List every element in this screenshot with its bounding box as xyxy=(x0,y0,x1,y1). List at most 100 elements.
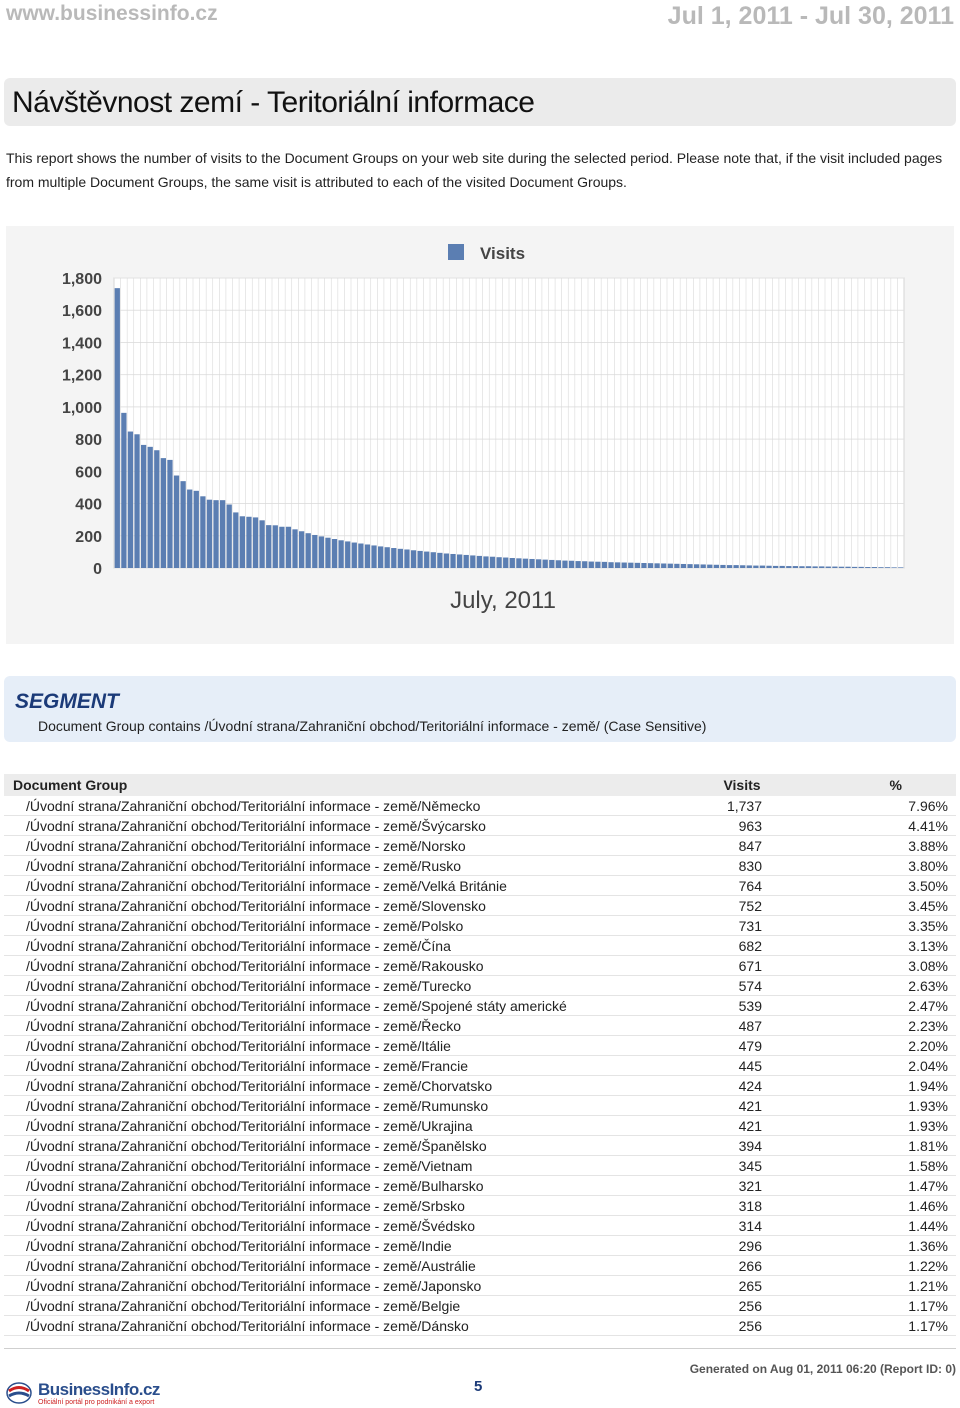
cell-document-group: /Úvodní strana/Zahraniční obchod/Teritor… xyxy=(4,815,682,836)
table-row: /Úvodní strana/Zahraniční obchod/Teritor… xyxy=(4,895,956,916)
table-row: /Úvodní strana/Zahraniční obchod/Teritor… xyxy=(4,1135,956,1156)
cell-visits: 256 xyxy=(682,1295,802,1316)
cell-visits: 394 xyxy=(682,1135,802,1156)
cell-percent: 1.17% xyxy=(802,1295,956,1316)
cell-visits: 318 xyxy=(682,1195,802,1216)
bar xyxy=(647,563,654,568)
logo-tagline: Oficiální portál pro podnikání a export xyxy=(38,1399,155,1406)
table-row: /Úvodní strana/Zahraniční obchod/Teritor… xyxy=(4,855,956,876)
bar xyxy=(489,556,496,568)
cell-percent: 3.80% xyxy=(802,855,956,876)
bar xyxy=(456,554,463,568)
bar xyxy=(845,566,851,568)
cell-percent: 7.96% xyxy=(802,796,956,816)
bar xyxy=(470,555,476,568)
bar xyxy=(621,562,627,568)
y-tick-label: 400 xyxy=(75,497,102,514)
cell-percent: 2.47% xyxy=(802,995,956,1016)
table-row: /Úvodní strana/Zahraniční obchod/Teritor… xyxy=(4,1195,956,1216)
table-row: /Úvodní strana/Zahraniční obchod/Teritor… xyxy=(4,875,956,896)
table-row: /Úvodní strana/Zahraniční obchod/Teritor… xyxy=(4,955,956,976)
cell-document-group: /Úvodní strana/Zahraniční obchod/Teritor… xyxy=(4,1275,682,1296)
cell-visits: 256 xyxy=(682,1315,802,1336)
cell-visits: 421 xyxy=(682,1095,802,1116)
cell-percent: 3.50% xyxy=(802,875,956,896)
cell-visits: 421 xyxy=(682,1115,802,1136)
cell-visits: 764 xyxy=(682,875,802,896)
site-name: www.businessinfo.cz xyxy=(6,2,218,25)
y-tick-label: 200 xyxy=(75,529,102,546)
y-tick-label: 1,400 xyxy=(62,335,102,352)
bar xyxy=(503,557,509,568)
table-row: /Úvodní strana/Zahraniční obchod/Teritor… xyxy=(4,1255,956,1276)
bar xyxy=(588,561,594,568)
cell-percent: 1.36% xyxy=(802,1235,956,1256)
cell-document-group: /Úvodní strana/Zahraniční obchod/Teritor… xyxy=(4,1075,682,1096)
table-row: /Úvodní strana/Zahraniční obchod/Teritor… xyxy=(4,796,956,816)
bar xyxy=(404,549,410,568)
bar xyxy=(160,458,167,568)
bar xyxy=(364,544,371,568)
y-tick-label: 600 xyxy=(75,464,102,481)
cell-percent: 2.23% xyxy=(802,1015,956,1036)
bar xyxy=(246,516,252,568)
bar xyxy=(792,566,799,568)
page-number: 5 xyxy=(474,1378,483,1395)
bar xyxy=(397,548,404,568)
bar xyxy=(200,496,206,568)
bar xyxy=(358,543,364,568)
bar xyxy=(805,566,812,568)
legend-swatch xyxy=(448,244,464,260)
bar xyxy=(167,459,173,568)
cell-percent: 2.04% xyxy=(802,1055,956,1076)
table-row: /Úvodní strana/Zahraniční obchod/Teritor… xyxy=(4,835,956,856)
cell-document-group: /Úvodní strana/Zahraniční obchod/Teritor… xyxy=(4,915,682,936)
bar xyxy=(608,562,614,568)
bar xyxy=(351,542,357,568)
y-tick-label: 1,000 xyxy=(62,400,102,417)
bar xyxy=(424,551,430,568)
cell-document-group: /Úvodní strana/Zahraniční obchod/Teritor… xyxy=(4,835,682,856)
cell-visits: 296 xyxy=(682,1235,802,1256)
cell-percent: 1.93% xyxy=(802,1115,956,1136)
cell-document-group: /Úvodní strana/Zahraniční obchod/Teritor… xyxy=(4,1095,682,1116)
table-row: /Úvodní strana/Zahraniční obchod/Teritor… xyxy=(4,915,956,936)
bar xyxy=(173,475,180,568)
visits-chart-svg: 0 200 400 600 800 1,000 1,200 1,400 1,600 1,800 Vi… xyxy=(62,244,905,614)
bar xyxy=(819,566,825,568)
bar xyxy=(838,566,845,568)
bar xyxy=(535,559,542,568)
cell-document-group: /Úvodní strana/Zahraniční obchod/Teritor… xyxy=(4,1295,682,1316)
bar xyxy=(522,558,529,568)
bar xyxy=(693,564,700,568)
bar xyxy=(345,541,351,568)
bar xyxy=(213,500,219,568)
report-date-range: Jul 1, 2011 - Jul 30, 2011 xyxy=(667,2,954,30)
bar xyxy=(549,559,555,568)
cell-visits: 479 xyxy=(682,1035,802,1056)
cell-visits: 539 xyxy=(682,995,802,1016)
bar xyxy=(437,552,443,568)
cell-visits: 574 xyxy=(682,975,802,996)
cell-document-group: /Úvodní strana/Zahraniční obchod/Teritor… xyxy=(4,1315,682,1336)
bar xyxy=(114,288,120,568)
column-header-visits: Visits xyxy=(682,774,802,796)
bar xyxy=(318,536,325,568)
cell-percent: 3.88% xyxy=(802,835,956,856)
cell-percent: 1.46% xyxy=(802,1195,956,1216)
table-row: /Úvodní strana/Zahraniční obchod/Teritor… xyxy=(4,1155,956,1176)
bar xyxy=(252,517,259,568)
cell-visits: 1,737 xyxy=(682,796,802,816)
x-axis-label: July, 2011 xyxy=(450,587,556,614)
bar xyxy=(674,563,680,568)
bar xyxy=(187,489,193,568)
bar xyxy=(726,565,733,568)
bar xyxy=(298,531,305,568)
table-row: /Úvodní strana/Zahraniční obchod/Teritor… xyxy=(4,1295,956,1316)
cell-visits: 314 xyxy=(682,1215,802,1236)
bar xyxy=(687,564,693,568)
bar xyxy=(259,520,265,568)
cell-document-group: /Úvodní strana/Zahraniční obchod/Teritor… xyxy=(4,975,682,996)
bar xyxy=(884,567,891,568)
cell-document-group: /Úvodní strana/Zahraniční obchod/Teritor… xyxy=(4,796,682,816)
